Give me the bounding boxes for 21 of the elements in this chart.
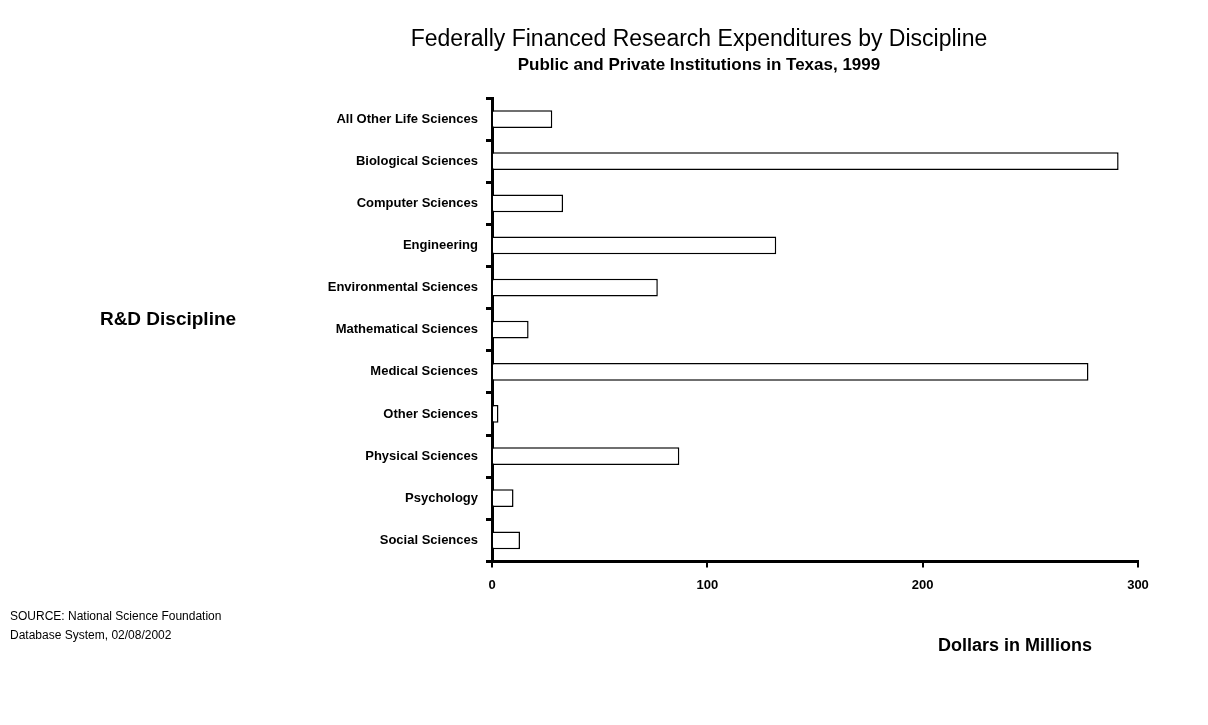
y-tick-label: Computer Sciences [356, 194, 478, 210]
y-axis-title: R&D Discipline [99, 307, 237, 329]
x-tick-label: 100 [696, 576, 719, 592]
y-tick-label: Psychology [405, 489, 479, 505]
source-note: SOURCE: National Science Foundation [10, 608, 222, 623]
chart-title: Federally Financed Research Expenditures by Discipline [410, 25, 988, 52]
y-tick-label: Other Sciences [383, 405, 478, 421]
chart-subtitle: Public and Private Institutions in Texas, 1999 [517, 55, 881, 75]
y-tick-label: Medical Sciences [370, 363, 478, 379]
y-tick-label: Mathematical Sciences [335, 321, 478, 337]
y-tick-label: Biological Sciences [355, 152, 478, 168]
x-tick-label: 0 [488, 576, 496, 592]
y-tick-label: Environmental Sciences [327, 279, 478, 295]
y-tick-label: Social Sciences [379, 531, 478, 547]
y-tick-label: Engineering [402, 237, 479, 253]
y-tick-label: All Other Life Sciences [336, 110, 478, 126]
y-tick-label: Physical Sciences [365, 447, 478, 463]
x-tick-label: 300 [1127, 576, 1149, 592]
x-tick-label: 200 [911, 576, 934, 592]
x-axis-title: Dollars in Millions [937, 635, 1093, 656]
text: Database System, 02/08/2002 [10, 627, 172, 642]
